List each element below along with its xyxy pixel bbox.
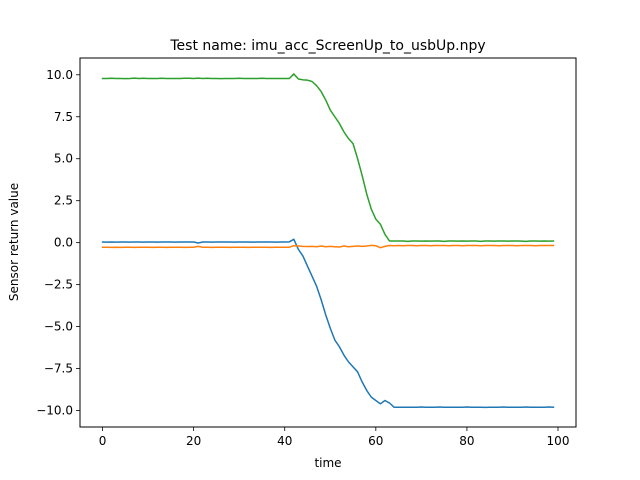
y-tick-label: −5.0 (44, 320, 73, 334)
x-tick-label: 0 (99, 434, 107, 448)
y-tick-label: 2.5 (54, 194, 73, 208)
y-tick-label: 0.0 (54, 236, 73, 250)
series-line-1 (101, 238, 555, 409)
x-axis-title: time (314, 456, 341, 470)
y-axis-ticks: −10.0 −7.5 −5.0 −2.5 0.0 2.5 5.0 7.5 10.0 (36, 68, 80, 418)
x-tick-label: 20 (186, 434, 201, 448)
series-layer (101, 73, 555, 409)
x-tick-label: 80 (459, 434, 474, 448)
x-tick-label: 100 (547, 434, 570, 448)
y-tick-label: −2.5 (44, 278, 73, 292)
y-tick-label: 10.0 (46, 68, 73, 82)
series-line-3 (101, 73, 555, 243)
series-line-2 (101, 244, 555, 249)
y-tick-label: 7.5 (54, 110, 73, 124)
x-tick-label: 60 (368, 434, 383, 448)
y-tick-label: −10.0 (36, 404, 73, 418)
chart-title: Test name: imu_acc_ScreenUp_to_usbUp.npy (169, 38, 485, 54)
x-tick-label: 40 (277, 434, 292, 448)
y-axis-title: Sensor return value (7, 183, 21, 301)
y-tick-label: 5.0 (54, 152, 73, 166)
y-tick-label: −7.5 (44, 362, 73, 376)
x-axis-ticks: 0 20 40 60 80 100 (99, 427, 570, 448)
